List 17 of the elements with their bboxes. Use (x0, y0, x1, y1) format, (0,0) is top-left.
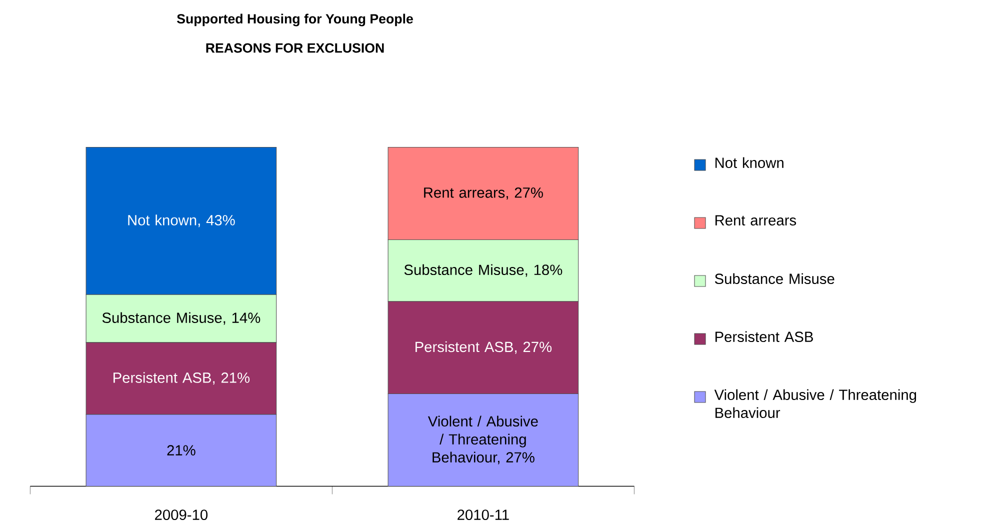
data-label: Persistent ASB, 21% (114, 372, 250, 384)
data-label: Rent arrears, 27% (424, 187, 543, 200)
data-label: 21% (167, 444, 196, 456)
data-label: Persistent ASB, 27% (416, 341, 552, 354)
data-label: Not known, 43% (128, 214, 235, 227)
x-tick-label: 2009-10 (155, 509, 208, 520)
legend-label: Violent / Abusive / Threatening Behaviour (714, 389, 916, 418)
chart-title: Supported Housing for Young People (176, 14, 413, 26)
legend-label: Substance Misuse (714, 273, 834, 284)
chart-subtitle: REASONS FOR EXCLUSION (206, 43, 384, 52)
data-label: Substance Misuse, 18% (404, 264, 562, 277)
legend-label: Not known (715, 157, 784, 168)
data-label: Substance Misuse, 14% (102, 312, 260, 325)
data-label: Violent / Abusive / Threatening Behaviour, 27% (428, 416, 538, 464)
legend-label: Persistent ASB (715, 331, 813, 342)
legend-label: Rent arrears (715, 215, 796, 226)
x-tick-label: 2010-11 (458, 509, 509, 520)
